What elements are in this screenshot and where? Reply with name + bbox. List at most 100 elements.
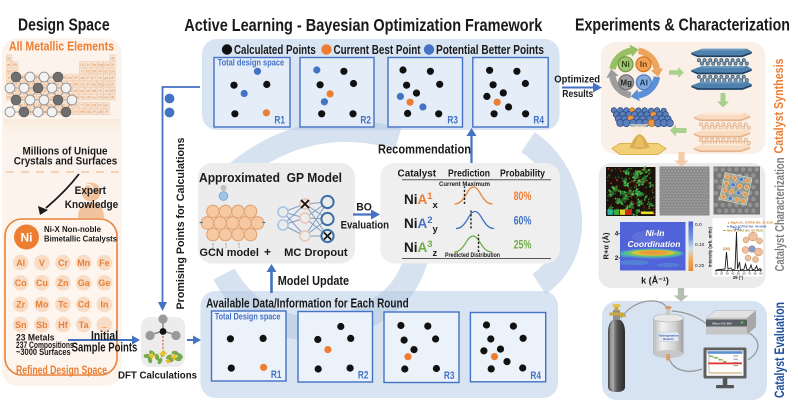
svg-text:eB: eB: [92, 89, 96, 93]
svg-text:Ca: Ca: [104, 83, 108, 87]
svg-text:gA: gA: [105, 76, 110, 80]
svg-text:Recommendation: Recommendation: [378, 142, 471, 157]
svg-text:2: 2: [615, 255, 619, 262]
svg-text:Lu: Lu: [93, 96, 97, 100]
svg-text:Cu: Cu: [36, 278, 48, 288]
svg-text:Catalyst Evaluation: Catalyst Evaluation: [771, 302, 787, 398]
svg-text:nA: nA: [86, 110, 91, 114]
svg-text:eR: eR: [80, 110, 85, 114]
svg-text:Ga: Ga: [78, 278, 91, 288]
svg-text:Current Best Point: Current Best Point: [334, 43, 422, 57]
svg-text:Sc: Sc: [13, 89, 17, 93]
svg-text:23 Metals: 23 Metals: [16, 332, 55, 342]
svg-text:tP: tP: [75, 76, 78, 80]
svg-text:nA: nA: [68, 76, 73, 80]
svg-text:Hf: Hf: [58, 320, 68, 330]
svg-text:k (Å⁻¹): k (Å⁻¹): [641, 276, 669, 286]
svg-text:eR: eR: [62, 76, 67, 80]
svg-text:Model Update: Model Update: [278, 274, 349, 288]
svg-text:Cr: Cr: [58, 258, 68, 268]
svg-text:10: 10: [714, 272, 718, 276]
svg-text:Fe: Fe: [99, 258, 110, 268]
svg-text:Sb: Sb: [36, 320, 48, 330]
svg-text:0.10: 0.10: [695, 242, 705, 248]
svg-text:60%: 60%: [514, 214, 532, 228]
svg-text:VC: VC: [86, 104, 91, 108]
svg-text:40: 40: [731, 272, 735, 276]
svg-text:Reactor: Reactor: [663, 337, 674, 341]
svg-text:aG: aG: [74, 89, 79, 93]
svg-text:oN: oN: [111, 69, 116, 73]
svg-text:Zr: Zr: [16, 300, 25, 310]
svg-text:Prediction: Prediction: [448, 168, 490, 179]
svg-text:Micro GC 990: Micro GC 990: [712, 322, 732, 326]
svg-text:eC: eC: [44, 89, 49, 93]
svg-text:Ta: Ta: [81, 96, 85, 100]
svg-text:Ge: Ge: [98, 278, 110, 288]
svg-text:Calculated Points: Calculated Points: [234, 43, 316, 57]
svg-text:Sample Points: Sample Points: [72, 339, 138, 354]
svg-text:R1: R1: [271, 369, 282, 381]
svg-text:+: +: [264, 245, 271, 259]
svg-text:Millions of Unique: Millions of Unique: [23, 145, 108, 157]
svg-text:iN: iN: [111, 96, 115, 100]
svg-text:70: 70: [748, 272, 752, 276]
svg-text:Ca: Ca: [104, 63, 108, 67]
svg-text:Ba: Ba: [68, 104, 72, 108]
svg-text:rX: rX: [105, 89, 109, 93]
svg-text:Cd: Cd: [78, 300, 90, 310]
svg-text:NiIn JCPDS NO. 65-7628: NiIn JCPDS NO. 65-7628: [727, 229, 763, 233]
svg-text:rM: rM: [92, 69, 96, 73]
svg-text:R2: R2: [358, 370, 369, 382]
svg-text:Initial: Initial: [91, 328, 118, 343]
svg-text:HL: HL: [7, 56, 11, 60]
svg-text:80: 80: [754, 272, 758, 276]
svg-text:Fr: Fr: [38, 104, 42, 108]
svg-text:4: 4: [615, 231, 619, 238]
svg-text:rM: rM: [92, 104, 96, 108]
svg-text:Design Space: Design Space: [18, 15, 110, 35]
svg-text:Total design space: Total design space: [218, 58, 285, 68]
svg-text:0.0: 0.0: [695, 222, 702, 228]
svg-text:Rb: Rb: [74, 83, 78, 87]
svg-text:R4: R4: [533, 115, 544, 127]
svg-text:eR: eR: [111, 89, 116, 93]
svg-text:uP: uP: [50, 96, 54, 100]
svg-text:Ca: Ca: [56, 104, 60, 108]
svg-text:eA: eA: [80, 89, 85, 93]
svg-text:rK: rK: [50, 76, 54, 80]
svg-text:R2: R2: [360, 115, 371, 127]
svg-text:...: ...: [102, 324, 107, 330]
svg-text:25%: 25%: [514, 238, 532, 252]
svg-text:Cs: Cs: [80, 83, 84, 87]
svg-text:Ta: Ta: [32, 83, 36, 87]
svg-text:Fr: Fr: [87, 83, 91, 87]
svg-text:DFT Calculations: DFT Calculations: [118, 370, 197, 382]
svg-text:In: In: [100, 300, 108, 310]
svg-text:Sc: Sc: [74, 104, 78, 108]
svg-text:rO: rO: [14, 83, 18, 87]
svg-text:Rb: Rb: [13, 63, 17, 67]
svg-text:Ta: Ta: [79, 320, 90, 330]
svg-text:Probability: Probability: [500, 168, 545, 179]
svg-text:Coordination: Coordination: [628, 239, 681, 249]
svg-text:iP: iP: [105, 110, 108, 114]
svg-text:Ni: Ni: [21, 231, 33, 245]
svg-text:Approximated GP Model: Approximated GP Model: [199, 170, 342, 185]
svg-text:Promising Points for Calculati: Promising Points for Calculations: [175, 138, 187, 310]
svg-text:Sn: Sn: [15, 320, 27, 330]
svg-text:Al: Al: [16, 258, 25, 268]
svg-text:Sr: Sr: [62, 104, 66, 108]
svg-text:~3000 Surfaces: ~3000 Surfaces: [16, 347, 71, 357]
svg-text:Mg: Mg: [620, 78, 632, 87]
svg-text:iN: iN: [111, 56, 115, 60]
svg-text:iC: iC: [56, 89, 60, 93]
svg-text:Zn: Zn: [58, 278, 69, 288]
svg-text:HL: HL: [56, 83, 60, 87]
svg-text:Hydrogenation: Hydrogenation: [659, 334, 679, 338]
svg-text:Crystals and Surfaces: Crystals and Surfaces: [14, 156, 118, 168]
svg-text:In: In: [640, 59, 648, 69]
svg-text:aK: aK: [7, 63, 12, 67]
svg-text:Ni: Ni: [621, 59, 630, 69]
svg-text:rO: rO: [62, 96, 66, 100]
